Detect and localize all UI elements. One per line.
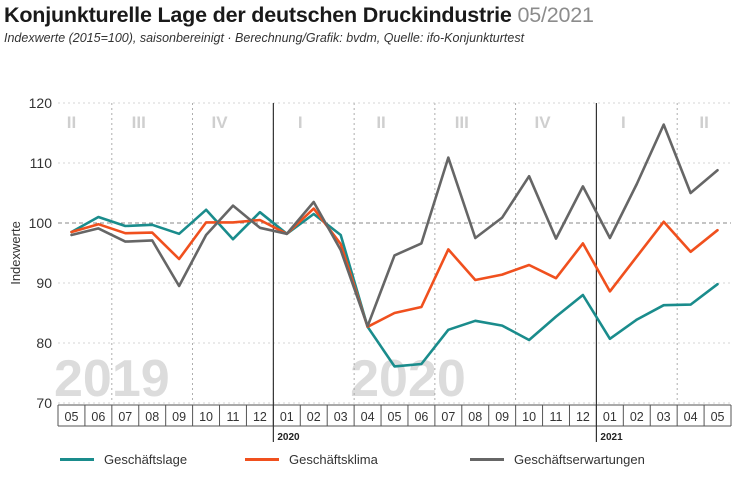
legend-swatch [470,458,504,462]
y-tick-label: 80 [36,335,52,351]
chart-header: Konjunkturelle Lage der deutschen Drucki… [4,2,744,45]
x-tick-label: 04 [684,410,698,424]
x-tick-label: 02 [307,410,321,424]
title-text: Konjunkturelle Lage der deutschen Drucki… [4,3,512,27]
y-tick-label: 90 [36,275,52,291]
quarter-label: IV [535,113,552,132]
x-tick-label: 11 [550,410,563,424]
x-tick-label: 11 [226,410,239,424]
chart-title: Konjunkturelle Lage der deutschen Drucki… [4,2,744,28]
y-tick-label: 110 [30,155,53,171]
x-tick-label: 09 [495,410,509,424]
x-tick-label: 04 [361,410,375,424]
quarter-label: I [621,113,626,132]
quarter-label: II [699,113,708,132]
x-tick-label: 10 [199,410,213,424]
legend-label: Geschäftslage [104,452,188,467]
x-tick-label: 05 [388,410,402,424]
title-date: 05/2021 [517,3,594,27]
legend-swatch [60,458,94,462]
chart-subtitle: Indexwerte (2015=100), saisonbereinigt ·… [4,31,525,45]
quarter-label: III [132,113,146,132]
x-tick-label: 08 [145,410,159,424]
x-tick-label: 01 [280,410,294,424]
year-watermark: 2020 [350,350,466,408]
y-tick-label: 120 [29,95,53,111]
x-tick-label: 06 [414,410,428,424]
x-tick-label: 03 [657,410,671,424]
y-tick-label: 100 [29,215,53,231]
series-line-geschäftsklima [70,207,719,329]
y-axis-label: Indexwerte [8,221,23,285]
x-tick-label: 05 [65,410,79,424]
series-line-geschäftslage [70,208,719,368]
x-tick-label: 03 [334,410,348,424]
legend-label: Geschäftserwartungen [514,452,645,467]
x-tick-label: 05 [711,410,725,424]
legend-swatch [245,458,279,462]
legend-label: Geschäftsklima [289,452,378,467]
x-tick-label: 06 [91,410,105,424]
x-tick-label: 07 [441,410,455,424]
x-tick-label: 12 [253,410,267,424]
x-tick-label: 02 [630,410,644,424]
quarter-label: II [376,113,385,132]
quarter-label: III [455,113,469,132]
legend-item: Geschäftslage [60,452,187,467]
x-tick-label: 07 [118,410,132,424]
year-label: 2021 [600,432,623,443]
x-tick-label: 12 [576,410,590,424]
x-tick-label: 01 [603,410,617,424]
chart-legend: Geschäftslage Geschäftsklima Geschäftserwa… [0,446,750,476]
series-line-geschäftserwartungen [70,123,719,328]
x-tick-label: 08 [468,410,482,424]
x-tick-label: 09 [172,410,186,424]
quarter-label: II [67,113,76,132]
quarter-label: IV [211,113,228,132]
quarter-label: I [298,113,303,132]
x-tick-label: 10 [522,410,536,424]
year-label: 2020 [277,432,300,443]
y-tick-label: 70 [36,395,52,411]
legend-item: Geschäftserwartungen [470,452,645,467]
legend-item: Geschäftsklima [245,452,378,467]
